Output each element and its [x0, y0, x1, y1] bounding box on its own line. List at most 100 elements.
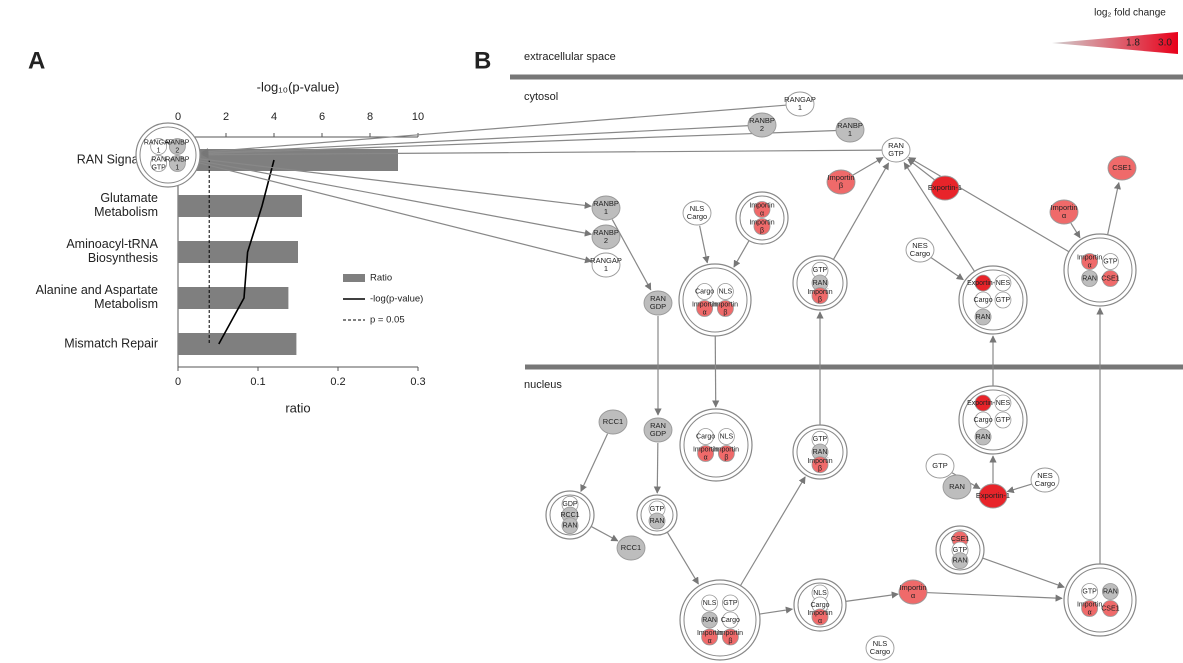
member-label: Exportin-1: [967, 400, 999, 407]
molecule-label: NLSCargo: [870, 639, 890, 656]
member-label: GTP: [813, 436, 828, 443]
member-label: GTP: [996, 417, 1011, 424]
edge: [657, 443, 658, 493]
molecule-label: RCC1: [621, 543, 641, 552]
complex-outline: [959, 266, 1027, 334]
molecule: GTP: [926, 454, 954, 478]
member-label: RAN: [953, 558, 968, 565]
molecule: RANBP1: [592, 196, 620, 220]
edge: [591, 526, 618, 540]
member-label: RAN: [813, 449, 828, 456]
member-label: RAN: [1082, 275, 1097, 282]
member-label: Cargo: [974, 297, 993, 304]
panel-label: B: [474, 47, 491, 74]
bar: [178, 287, 288, 309]
molecule: RANBP2: [748, 113, 776, 137]
x2-tick-label: 8: [367, 111, 373, 123]
edge: [1108, 183, 1119, 235]
panel-label: A: [28, 47, 45, 74]
x-axis-title: ratio: [285, 400, 310, 415]
member-label: RAN: [563, 523, 578, 530]
molecule: RANBP2: [592, 225, 620, 249]
bar: [178, 333, 296, 355]
compartment-label: cytosol: [524, 91, 558, 103]
edge: [846, 594, 898, 601]
complex: NLSCargoImportinα: [794, 579, 846, 631]
figure: A B 00.10.20.30246810ratio-log₁₀(p-value…: [0, 0, 1183, 663]
molecule: CSE1: [1108, 156, 1136, 180]
molecule: RAN: [943, 475, 971, 499]
edge: [581, 434, 608, 492]
x2-tick-label: 0: [175, 111, 181, 123]
legend-label: -log(p-value): [370, 294, 423, 305]
member-label: GTP: [996, 297, 1011, 304]
x-tick-label: 0.1: [250, 376, 265, 388]
x-tick-label: 0: [175, 376, 181, 388]
legend-label: Ratio: [370, 273, 392, 284]
molecule: RCC1: [617, 536, 645, 560]
complex: CargoNLSImportinαImportinβ: [680, 409, 752, 481]
legend-title: log₂ fold change: [1094, 8, 1166, 19]
complex: CSE1GTPRAN: [936, 526, 984, 574]
molecule-label: RANGDP: [650, 421, 666, 438]
complex-outline: [1064, 234, 1136, 306]
y-tick-label: Alanine and AspartateMetabolism: [36, 283, 158, 311]
complex: Exportin-1NES CargoGTP RAN: [959, 266, 1027, 334]
x-tick-label: 0.2: [330, 376, 345, 388]
edge: [667, 532, 698, 584]
edge: [734, 241, 749, 267]
complex: Exportin-1NES CargoGTP RAN: [959, 386, 1027, 454]
complex-outline: [736, 192, 788, 244]
member-label: NES: [996, 400, 1011, 407]
legend-swatch: [343, 274, 365, 282]
complex-outline: [959, 386, 1027, 454]
edge: [983, 558, 1065, 587]
molecule: NESCargo: [1031, 468, 1059, 492]
molecule: NESCargo: [906, 238, 934, 262]
y-tick-label: Mismatch Repair: [64, 336, 158, 350]
member-label: GTP: [813, 267, 828, 274]
molecule-label: Exportin-1: [928, 183, 962, 192]
member-label: NLS: [703, 600, 717, 607]
molecule: RANGTP: [882, 138, 910, 162]
molecule: Exportin-1: [928, 176, 962, 200]
x2-tick-label: 10: [412, 111, 424, 123]
member-label: CSE1: [1101, 605, 1119, 612]
member-label: GTP: [1082, 588, 1097, 595]
member-label: GTP: [650, 506, 665, 513]
member-label: RAN: [976, 314, 991, 321]
compartment-label: extracellular space: [524, 51, 616, 63]
member-label: NLS: [719, 288, 733, 295]
member-label: Exportin-1: [967, 280, 999, 287]
molecule-label: Exportin-1: [976, 491, 1010, 500]
legend-label: p = 0.05: [370, 315, 405, 326]
member-label: NES: [996, 280, 1011, 287]
member-label: RAN: [976, 434, 991, 441]
member-label: Cargo: [810, 602, 829, 609]
member-label: RAN: [813, 280, 828, 287]
molecule-label: CSE1: [1112, 163, 1132, 172]
edge: [202, 130, 837, 153]
complex: RANGAP1RANBP2RANGTPRANBP1: [136, 123, 200, 187]
edge: [931, 257, 964, 279]
edge: [909, 158, 1069, 252]
member-label: GTP: [1103, 258, 1118, 265]
molecule-label: RCC1: [603, 417, 623, 426]
molecule-label: RAN: [949, 482, 965, 491]
member-label: Cargo: [974, 417, 993, 424]
complex: GTPRAN: [637, 495, 677, 535]
bar: [178, 195, 302, 217]
